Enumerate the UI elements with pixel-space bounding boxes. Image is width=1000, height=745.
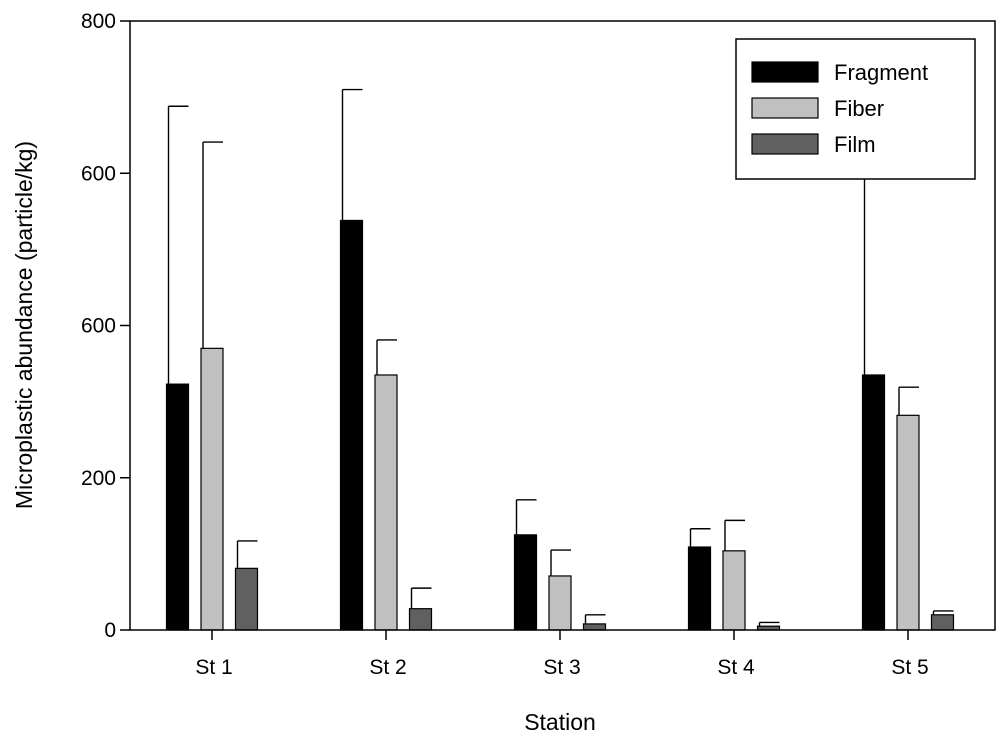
bar-film-st1 [234,567,259,631]
bar-film-st5 [930,614,955,631]
bar-fiber-st4 [722,550,746,631]
legend-swatch-fragment [751,61,819,83]
y-tick-label: 0 [104,619,116,642]
legend-swatch-film [751,133,819,155]
x-tick-label: St 5 [891,656,928,679]
bar-fiber-st5 [896,414,920,631]
x-tick-label: St 3 [543,656,580,679]
bar-fragment-st3 [513,534,538,631]
x-tick-label: St 4 [717,656,755,679]
y-tick-label: 200 [81,467,116,490]
y-tick-label: 600 [81,315,116,338]
bar-film-st2 [408,608,433,631]
bar-fiber-st2 [374,374,398,631]
bar-fragment-st5 [861,374,886,631]
bar-fragment-st4 [687,546,712,631]
bar-fragment-st2 [339,219,364,631]
bar-fiber-st1 [200,347,224,631]
x-axis: St 1 St 2 St 3 St 4 St 5 [195,630,929,679]
x-axis-title: Station [524,709,596,735]
legend-swatch-fiber [751,97,819,119]
y-axis: 0 200 600 600 800 [81,10,130,642]
bars-group [165,219,955,631]
bar-film-st3 [582,623,607,631]
bar-fragment-st1 [165,383,190,631]
legend: Fragment Fiber Film [735,38,976,180]
x-tick-label: St 2 [369,656,406,679]
y-tick-label: 800 [81,10,116,33]
y-axis-title: Microplastic abundance (particle/kg) [11,141,37,509]
bar-fiber-st3 [548,575,572,631]
legend-label-fiber: Fiber [834,96,884,121]
legend-label-film: Film [834,132,876,157]
x-tick-label: St 1 [195,656,232,679]
legend-label-fragment: Fragment [834,60,928,85]
y-tick-label: 600 [81,162,116,185]
